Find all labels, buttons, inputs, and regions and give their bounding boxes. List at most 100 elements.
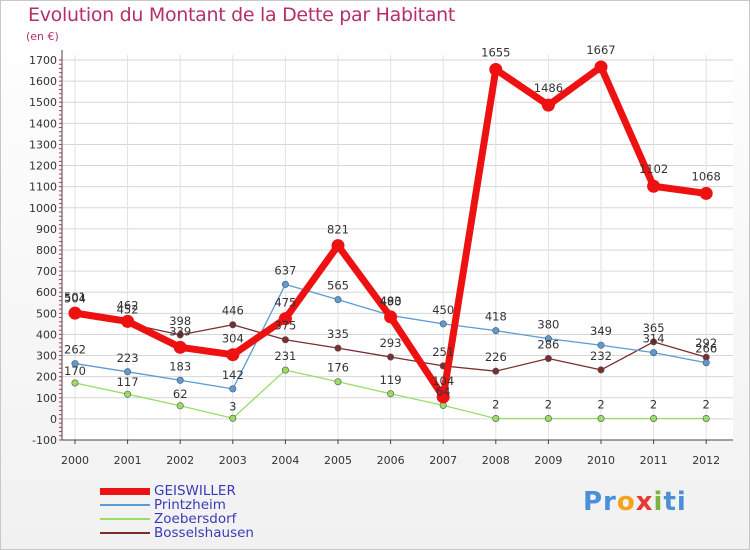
data-label-bosselshausen: 365 (643, 321, 665, 335)
data-label-printzheim: 380 (537, 318, 559, 332)
data-point-geiswiller (541, 98, 555, 112)
data-point-geiswiller (489, 63, 503, 76)
data-label-zoebersdorf: 170 (64, 364, 86, 378)
data-label-printzheim: 142 (222, 368, 244, 382)
y-tick-label: 1200 (29, 160, 57, 173)
y-tick-label: 500 (36, 307, 57, 320)
legend-item-zoebersdorf: Zoebersdorf (100, 512, 236, 526)
data-label-geiswiller: 1068 (692, 169, 721, 183)
legend-swatch (100, 487, 150, 495)
data-point-printzheim (229, 385, 237, 393)
y-tick-label: 1400 (29, 117, 57, 130)
y-tick-label: 700 (36, 265, 57, 278)
data-label-bosselshausen: 286 (537, 338, 559, 352)
x-tick-label: 2006 (377, 454, 405, 467)
data-point-zoebersdorf (544, 414, 552, 422)
data-label-printzheim: 349 (590, 324, 612, 338)
y-tick-label: 200 (36, 371, 57, 384)
data-label-bosselshausen: 335 (327, 327, 349, 341)
data-point-geiswiller (647, 179, 661, 193)
data-label-geiswiller: 1655 (481, 46, 510, 60)
data-label-zoebersdorf: 119 (380, 373, 402, 387)
data-point-zoebersdorf (597, 414, 605, 422)
data-point-bosselshausen (176, 331, 184, 339)
proxiti-logo: Proxiti (583, 487, 687, 517)
data-point-geiswiller (436, 390, 450, 404)
data-point-printzheim (124, 368, 132, 376)
chart-unit: (en €) (26, 30, 59, 43)
data-label-bosselshausen: 504 (64, 291, 86, 305)
data-point-printzheim (702, 359, 710, 367)
data-point-zoebersdorf (71, 379, 79, 387)
data-label-bosselshausen: 293 (380, 336, 402, 350)
data-point-bosselshausen (597, 366, 605, 374)
data-point-bosselshausen (650, 338, 658, 346)
data-label-geiswiller: 1667 (586, 43, 615, 57)
y-tick-label: 1600 (29, 75, 57, 88)
data-label-geiswiller: 104 (432, 374, 454, 388)
data-label-geiswiller: 304 (222, 332, 244, 346)
data-point-printzheim (492, 327, 500, 335)
data-point-geiswiller (384, 310, 398, 324)
data-label-zoebersdorf: 117 (117, 375, 139, 389)
legend-item-bosselshausen: Bosselshausen (100, 526, 254, 540)
data-point-bosselshausen (334, 344, 342, 352)
data-point-zoebersdorf (334, 378, 342, 386)
data-label-bosselshausen: 446 (222, 304, 244, 318)
data-point-printzheim (334, 296, 342, 304)
data-label-bosselshausen: 292 (695, 336, 717, 350)
y-tick-label: 0 (50, 413, 57, 426)
legend-label: GEISWILLER (154, 483, 236, 499)
data-point-bosselshausen (544, 355, 552, 363)
data-label-bosselshausen: 232 (590, 349, 612, 363)
data-label-bosselshausen: 375 (274, 319, 296, 333)
data-point-geiswiller (173, 340, 187, 354)
data-point-zoebersdorf (492, 414, 500, 422)
data-label-geiswiller: 475 (274, 296, 296, 310)
legend-swatch (100, 518, 150, 520)
chart-title: Evolution du Montant de la Dette par Hab… (28, 4, 456, 26)
x-tick-label: 2004 (271, 454, 299, 467)
data-label-printzheim: 266 (695, 342, 717, 356)
y-tick-label: 800 (36, 244, 57, 257)
data-label-zoebersdorf: 176 (327, 361, 349, 375)
legend-label: Printzheim (154, 497, 226, 513)
data-point-geiswiller (331, 239, 345, 253)
data-label-printzheim: 418 (485, 310, 507, 324)
x-tick-label: 2002 (166, 454, 194, 467)
y-tick-label: 1500 (29, 96, 57, 109)
y-tick-label: 1000 (29, 202, 57, 215)
data-label-bosselshausen: 226 (485, 350, 507, 364)
data-label-geiswiller: 501 (64, 290, 86, 304)
y-tick-label: 600 (36, 286, 57, 299)
data-label-printzheim: 262 (64, 343, 86, 357)
data-label-geiswiller: 339 (169, 324, 191, 338)
x-tick-label: 2010 (587, 454, 615, 467)
data-point-geiswiller (226, 348, 240, 362)
data-label-zoebersdorf: 3 (229, 399, 236, 413)
data-point-zoebersdorf (650, 414, 658, 422)
data-label-geiswiller: 462 (117, 298, 139, 312)
data-label-bosselshausen: 398 (169, 314, 191, 328)
data-point-geiswiller (699, 186, 713, 200)
legend-item-printzheim: Printzheim (100, 498, 226, 512)
data-point-zoebersdorf (281, 366, 289, 374)
data-label-zoebersdorf: 2 (492, 397, 499, 411)
data-label-printzheim: 183 (169, 359, 191, 373)
data-point-geiswiller (278, 312, 292, 326)
x-tick-label: 2008 (482, 454, 510, 467)
y-tick-label: 100 (36, 392, 57, 405)
y-tick-label: 1100 (29, 181, 57, 194)
y-tick-label: 400 (36, 328, 57, 341)
data-label-bosselshausen: 452 (117, 302, 139, 316)
data-label-printzheim: 223 (117, 351, 139, 365)
data-label-printzheim: 565 (327, 279, 349, 293)
data-label-zoebersdorf: 2 (703, 397, 710, 411)
data-label-printzheim: 637 (274, 263, 296, 277)
x-tick-label: 2012 (692, 454, 720, 467)
data-point-zoebersdorf (702, 414, 710, 422)
y-tick-label: 1700 (29, 54, 57, 67)
legend-swatch (100, 504, 150, 506)
data-label-printzheim: 314 (643, 332, 665, 346)
y-tick-label: -100 (32, 434, 57, 447)
